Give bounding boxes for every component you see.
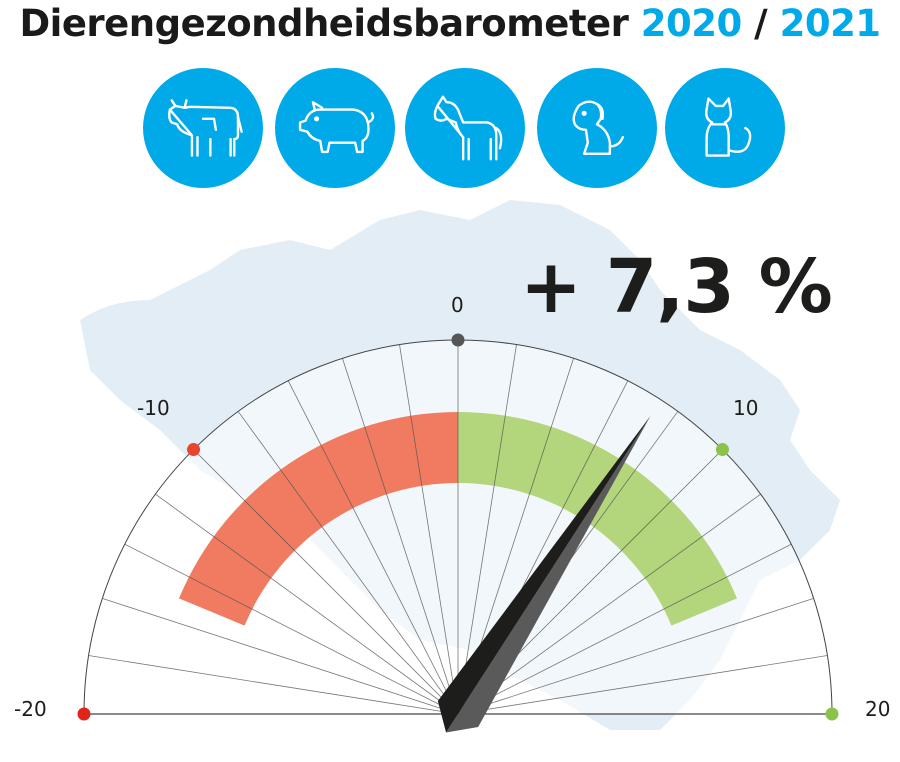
gauge-spoke [457, 493, 761, 715]
negative-band [178, 412, 458, 626]
gauge-spoke [155, 493, 459, 715]
gauge-spoke [193, 449, 459, 715]
marker-neg-mid [187, 443, 201, 457]
gauge-spoke [457, 655, 828, 715]
page-title: Dierengezondheidsbarometer 2020 / 2021 [0, 2, 900, 45]
needle-dark-half [437, 415, 651, 733]
gauge-spoke [457, 543, 792, 715]
tick-label-neg-mid: -10 [137, 396, 170, 420]
marker-zero [451, 333, 465, 347]
tick-label-min: -20 [14, 697, 47, 721]
title-year-end: 2021 [779, 2, 881, 45]
gauge-spoke [399, 344, 459, 715]
needle-light-half [446, 415, 651, 733]
gauge-spoke [88, 655, 459, 715]
title-main: Dierengezondheidsbarometer [19, 2, 629, 45]
marker-min [77, 707, 91, 721]
gauge-spoke [124, 543, 459, 715]
pig-icon [275, 68, 395, 188]
gauge-spoke [342, 358, 459, 715]
gauge-spoke [457, 344, 517, 715]
marker-pos-mid [715, 443, 729, 457]
change-value: + 7,3 % [520, 244, 833, 330]
tick-label-zero: 0 [451, 293, 464, 317]
gauge-spoke [457, 598, 814, 715]
dog-icon [537, 68, 657, 188]
cow-icon [143, 68, 263, 188]
tick-label-pos-mid: 10 [733, 396, 759, 420]
title-year-start: 2020 [640, 2, 742, 45]
horse-icon [405, 68, 525, 188]
animal-icons [0, 68, 900, 198]
gauge-spoke [237, 411, 459, 715]
tick-label-max: 20 [865, 697, 891, 721]
title-separator: / [754, 2, 768, 45]
gauge-spoke [287, 380, 459, 715]
positive-band [458, 412, 738, 626]
marker-max [825, 707, 839, 721]
cat-icon [665, 68, 785, 188]
gauge-spoke [102, 598, 459, 715]
